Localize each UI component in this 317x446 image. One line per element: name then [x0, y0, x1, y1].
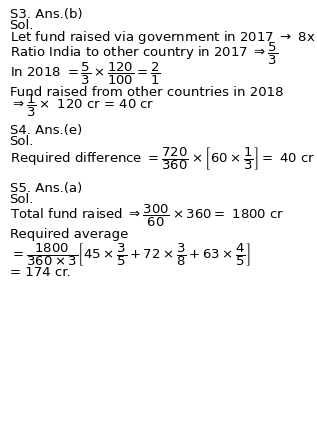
Text: $\Rightarrow\dfrac{1}{3}\times$ 120 cr = 40 cr: $\Rightarrow\dfrac{1}{3}\times$ 120 cr =… [10, 93, 154, 119]
Text: Total fund raised $\Rightarrow\dfrac{300}{60}\times 360=$ 1800 cr: Total fund raised $\Rightarrow\dfrac{300… [10, 203, 284, 229]
Text: Required average: Required average [10, 228, 128, 241]
Text: Required difference $=\dfrac{720}{360}\times\left[60\times\dfrac{1}{3}\right]=$ : Required difference $=\dfrac{720}{360}\t… [10, 145, 315, 172]
Text: $=\dfrac{1800}{360\times3}\left[45\times\dfrac{3}{5}+72\times\dfrac{3}{8}+63\tim: $=\dfrac{1800}{360\times3}\left[45\times… [10, 241, 250, 268]
Text: In 2018 $=\dfrac{5}{3}\times\dfrac{120}{100}=\dfrac{2}{1}$: In 2018 $=\dfrac{5}{3}\times\dfrac{120}{… [10, 61, 160, 87]
Text: Ratio India to other country in 2017 $\Rightarrow\dfrac{5}{3}$: Ratio India to other country in 2017 $\R… [10, 41, 278, 66]
Text: Sol.: Sol. [10, 19, 34, 32]
Text: Sol.: Sol. [10, 193, 34, 206]
Text: Sol.: Sol. [10, 135, 34, 148]
Text: = 174 cr.: = 174 cr. [10, 265, 70, 279]
Text: Let fund raised via government in 2017 $\rightarrow$ 8x: Let fund raised via government in 2017 $… [10, 29, 315, 46]
Text: Fund raised from other countries in 2018: Fund raised from other countries in 2018 [10, 86, 283, 99]
Text: S5. Ans.(a): S5. Ans.(a) [10, 182, 82, 195]
Text: S4. Ans.(e): S4. Ans.(e) [10, 124, 82, 137]
Text: S3. Ans.(b): S3. Ans.(b) [10, 8, 82, 21]
